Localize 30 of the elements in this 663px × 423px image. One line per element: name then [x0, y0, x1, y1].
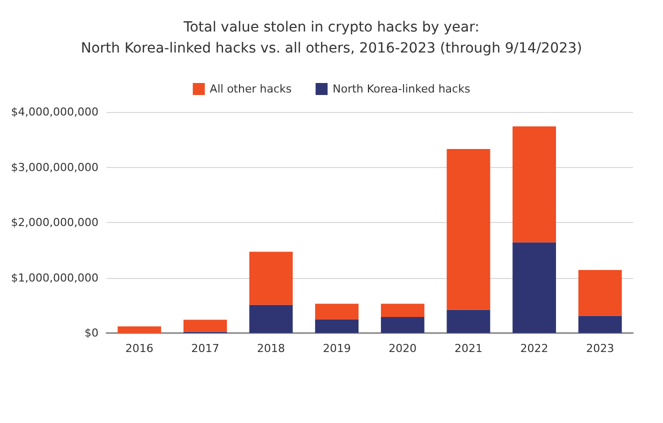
y-tick-label: $4,000,000,000 — [10, 106, 98, 118]
x-tick-label: 2023 — [586, 342, 614, 355]
bar — [118, 326, 162, 333]
legend-label: North Korea-linked hacks — [332, 82, 470, 96]
y-tick-label: $2,000,000,000 — [10, 216, 98, 229]
x-tick-label: 2017 — [191, 342, 220, 355]
x-tick-label: 2022 — [520, 342, 548, 355]
bar — [249, 304, 293, 333]
bar — [183, 320, 227, 332]
bar — [446, 310, 490, 333]
x-tick-label: 2018 — [257, 342, 286, 355]
bar — [512, 242, 556, 333]
bar — [249, 252, 293, 305]
bar — [380, 304, 424, 317]
bar — [578, 316, 622, 333]
chart-title: Total value stolen in crypto hacks by year: North Korea-linked hacks vs. all others, 2016-2023 (through 9/14/2023) — [80, 20, 582, 56]
bar — [315, 319, 359, 333]
bar — [512, 126, 556, 242]
x-tick-label: 2020 — [388, 342, 417, 355]
y-tick-label: $3,000,000,000 — [10, 160, 98, 174]
x-tick-label: 2019 — [322, 342, 351, 355]
bar — [315, 304, 359, 320]
y-tick-label: $1,000,000,000 — [10, 271, 98, 284]
bar — [578, 270, 622, 316]
y-tick-label: $0 — [84, 326, 98, 340]
bar — [446, 149, 490, 310]
x-tick-label: 2016 — [125, 342, 154, 355]
bar — [380, 316, 424, 333]
x-tick-label: 2021 — [454, 342, 482, 355]
legend-label: All other hacks — [210, 82, 292, 96]
